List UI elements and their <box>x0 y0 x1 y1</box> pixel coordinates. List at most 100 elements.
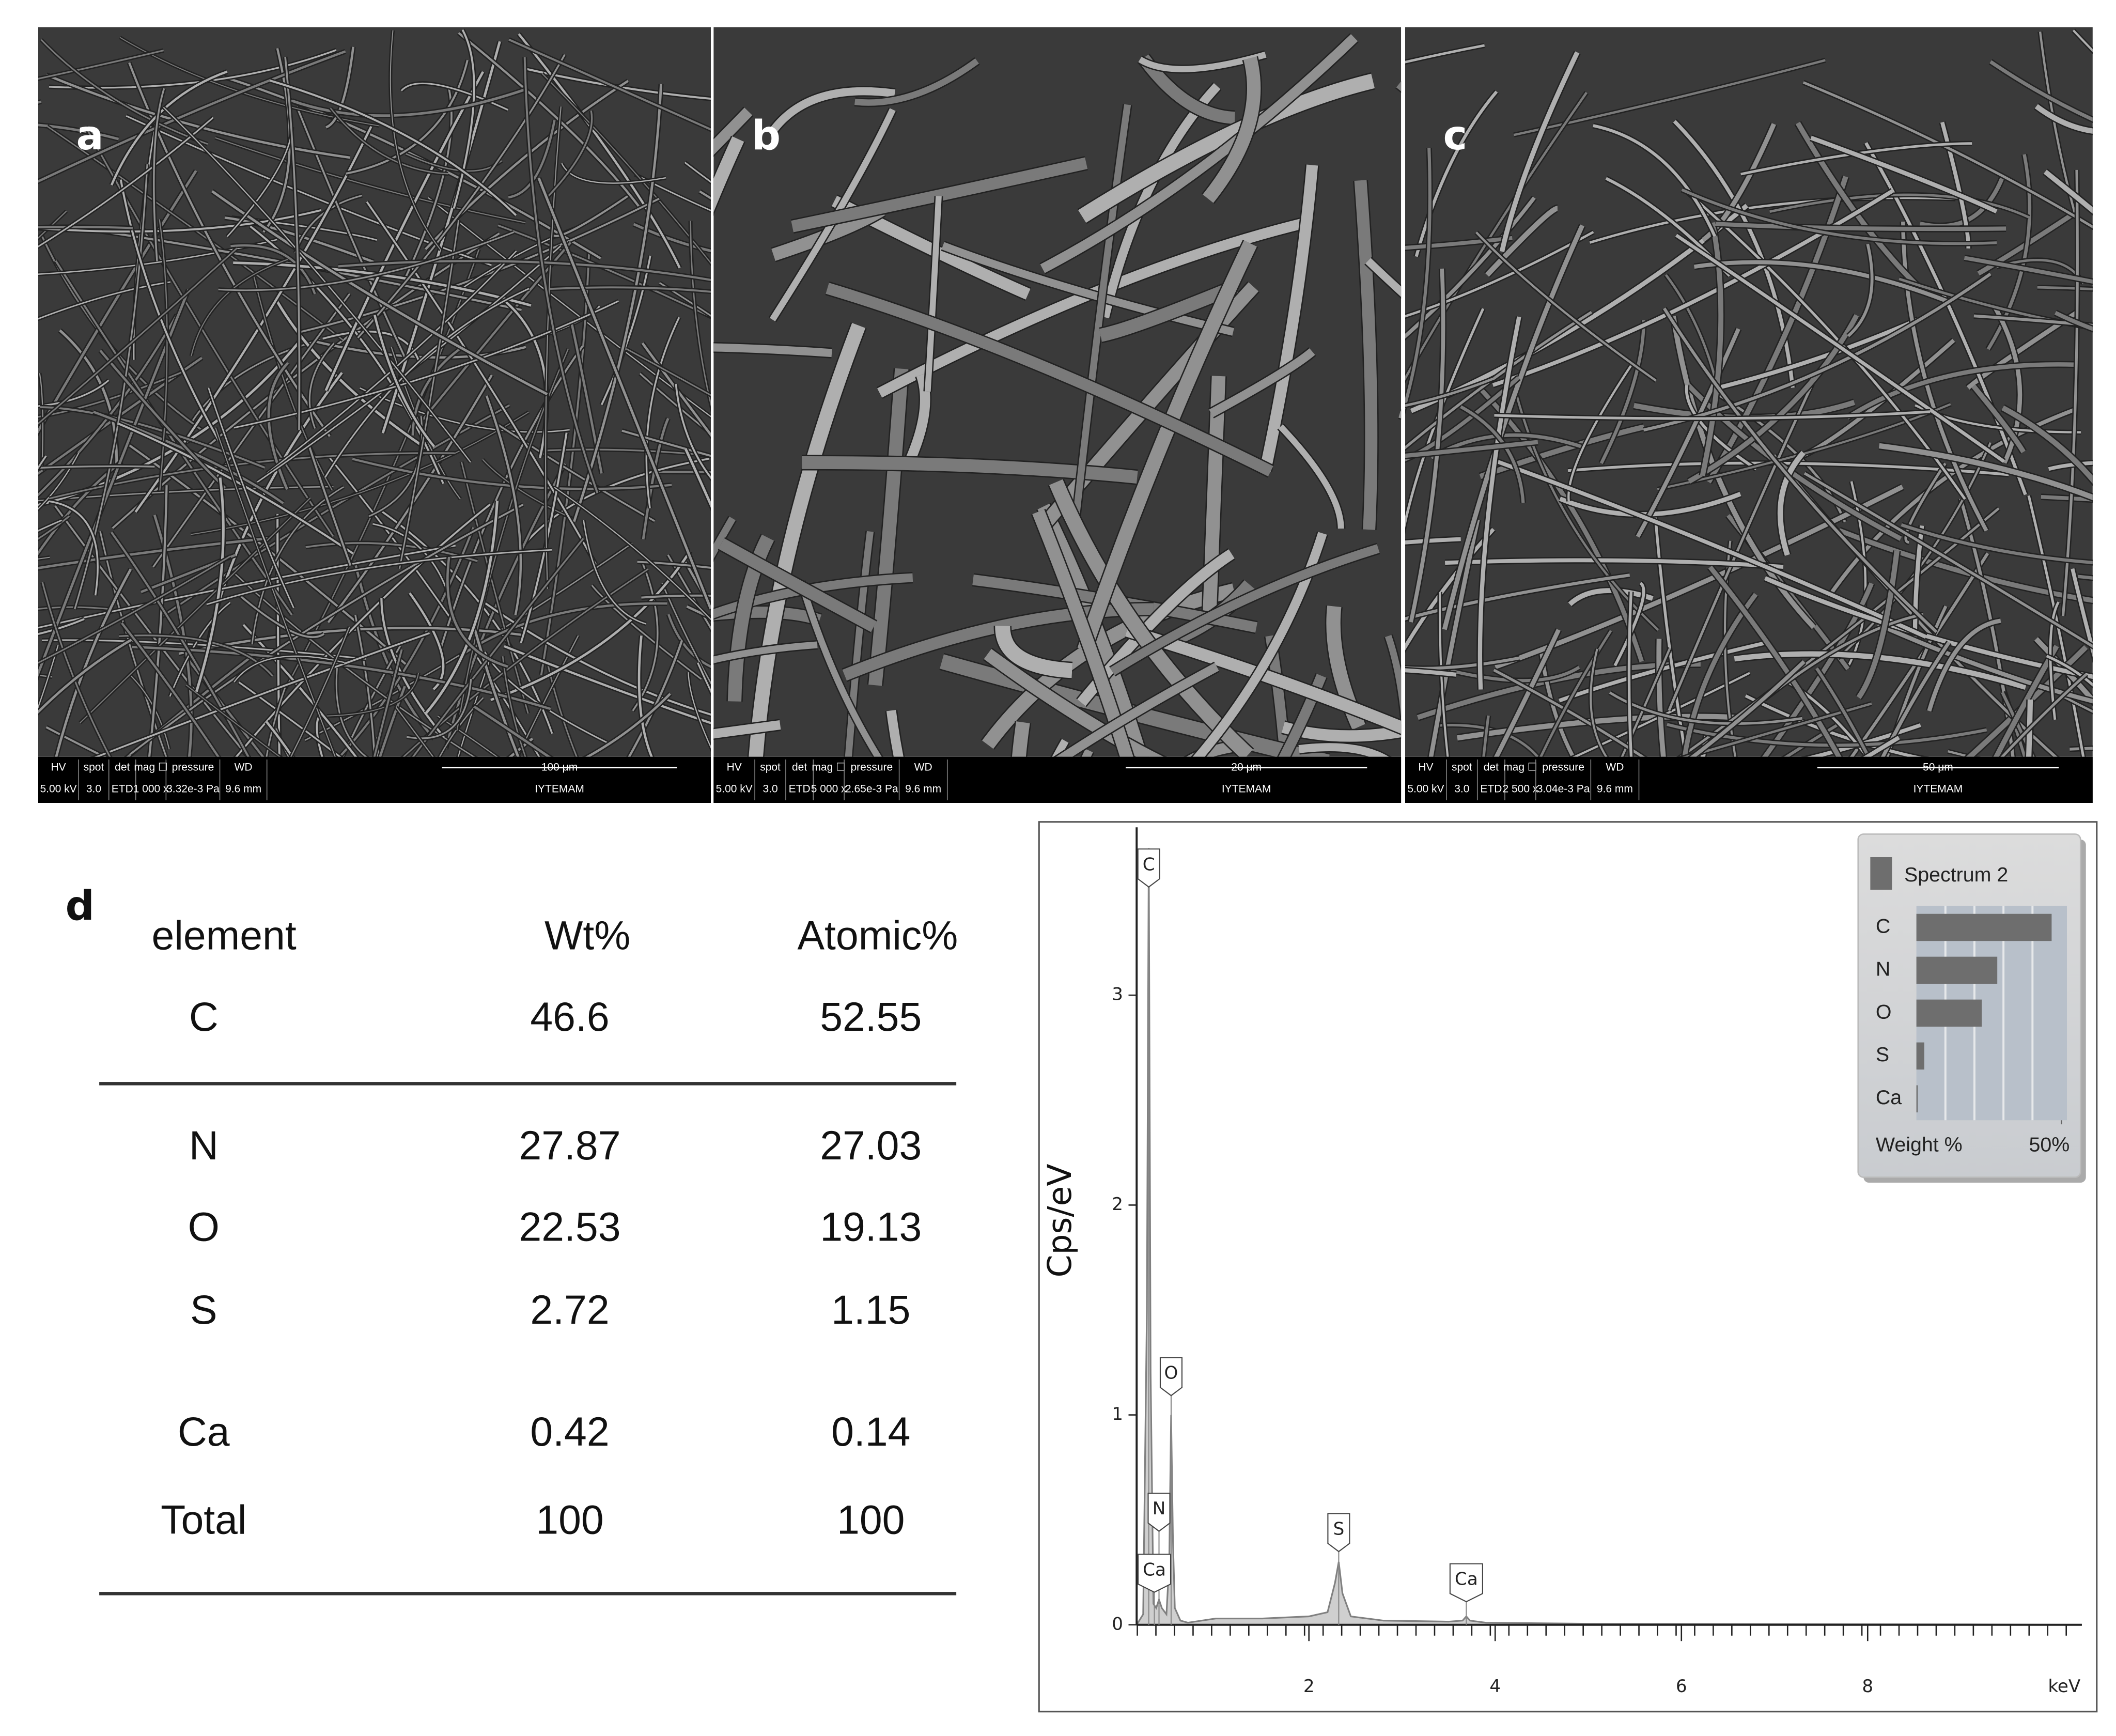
fiber <box>1989 60 2093 122</box>
fiber <box>457 656 492 757</box>
table-cell: Total <box>161 1497 246 1543</box>
fiber <box>1878 443 2093 501</box>
x-tick-label: 4 <box>1489 1676 1501 1697</box>
fiber <box>374 315 435 447</box>
y-axis-label: Cps/eV <box>1041 1164 1079 1278</box>
info-header: pressure <box>1542 761 1584 773</box>
fiber <box>1966 645 2088 757</box>
fiber <box>667 614 711 668</box>
fiber <box>379 686 406 757</box>
peak-label: Ca <box>1143 1559 1166 1580</box>
fiber <box>1977 213 2073 276</box>
fiber <box>439 345 584 650</box>
fiber <box>453 29 475 209</box>
table-cell: 100 <box>536 1497 603 1543</box>
fiber <box>111 532 250 757</box>
fiber <box>544 111 593 200</box>
table-header: Wt% <box>544 912 630 958</box>
fiber <box>2049 601 2060 720</box>
fiber <box>2001 405 2093 484</box>
fiber <box>1259 164 1318 472</box>
fiber <box>1846 362 2075 420</box>
table-cell: O <box>188 1204 220 1250</box>
info-header: det <box>792 761 807 773</box>
fiber <box>45 726 107 757</box>
fiber <box>184 655 264 757</box>
fiber <box>502 656 526 757</box>
info-header: pressure <box>172 761 214 773</box>
fiber <box>45 73 350 159</box>
fiber <box>1769 193 2030 219</box>
fiber <box>1405 656 1520 670</box>
fiber <box>626 348 711 396</box>
fiber <box>1099 281 1238 342</box>
fiber <box>1428 519 1480 757</box>
peak-marker <box>1147 1493 1171 1532</box>
fiber <box>253 277 333 491</box>
y-tick-label: 0 <box>1112 1614 1123 1634</box>
fiber <box>583 520 646 625</box>
fiber <box>826 283 1273 477</box>
fiber <box>324 288 530 478</box>
fiber <box>1049 479 1253 757</box>
fiber <box>458 32 640 207</box>
fiber <box>508 38 711 131</box>
fiber <box>561 163 666 184</box>
fiber <box>1405 147 1432 410</box>
info-header: mag ☐ <box>812 761 846 773</box>
x-tick-label: 2 <box>1303 1676 1315 1697</box>
info-bar <box>38 756 711 803</box>
fiber <box>2054 311 2093 331</box>
fiber <box>330 107 448 175</box>
peak-marker <box>1327 1513 1350 1553</box>
info-value: 3.0 <box>1454 783 1469 795</box>
info-header: mag ☐ <box>134 761 168 773</box>
fiber <box>38 123 119 141</box>
fiber <box>1405 668 1457 677</box>
fiber <box>1784 724 1838 757</box>
fiber <box>191 411 529 535</box>
fiber <box>41 582 111 757</box>
fiber <box>1901 523 2093 564</box>
fiber <box>621 429 711 457</box>
fiber <box>38 645 59 709</box>
fiber <box>1077 240 1257 653</box>
fiber <box>713 343 832 358</box>
fiber <box>1613 582 1645 667</box>
fiber <box>1405 574 1630 621</box>
fiber <box>1675 234 2005 463</box>
sem-image <box>38 27 711 757</box>
fiber <box>1444 558 1784 569</box>
fiber <box>523 57 599 493</box>
peak-marker <box>1137 1554 1172 1593</box>
fiber <box>366 201 597 565</box>
fiber <box>472 625 520 757</box>
lab-label: IYTEMAM <box>535 783 584 795</box>
fiber <box>1685 384 1757 471</box>
table-header: Atomic% <box>798 912 958 958</box>
fiber <box>1405 236 1513 250</box>
fiber <box>925 196 942 392</box>
fiber <box>1621 647 1671 757</box>
table-cell: 22.53 <box>519 1204 620 1250</box>
fiber <box>1110 544 1380 676</box>
fiber <box>439 697 484 757</box>
fiber <box>211 190 548 396</box>
y-tick-label: 2 <box>1112 1194 1123 1215</box>
table-cell: N <box>189 1123 219 1168</box>
fiber <box>1278 424 1344 529</box>
table-cell: S <box>190 1287 217 1332</box>
fiber <box>1740 142 1972 176</box>
fiber <box>554 487 711 621</box>
fiber <box>270 79 517 216</box>
fiber <box>1138 54 1235 124</box>
table-cell: 0.14 <box>831 1409 910 1454</box>
fiber <box>411 345 465 436</box>
fiber <box>1657 403 1951 490</box>
fiber <box>233 572 475 757</box>
inset-bar <box>1916 1085 1918 1113</box>
composition-table: d element Wt% Atomic% C 46.6 52.55 N 27.87 27.03 O… <box>66 882 958 1595</box>
fiber <box>262 48 291 233</box>
info-header: det <box>1484 761 1499 773</box>
